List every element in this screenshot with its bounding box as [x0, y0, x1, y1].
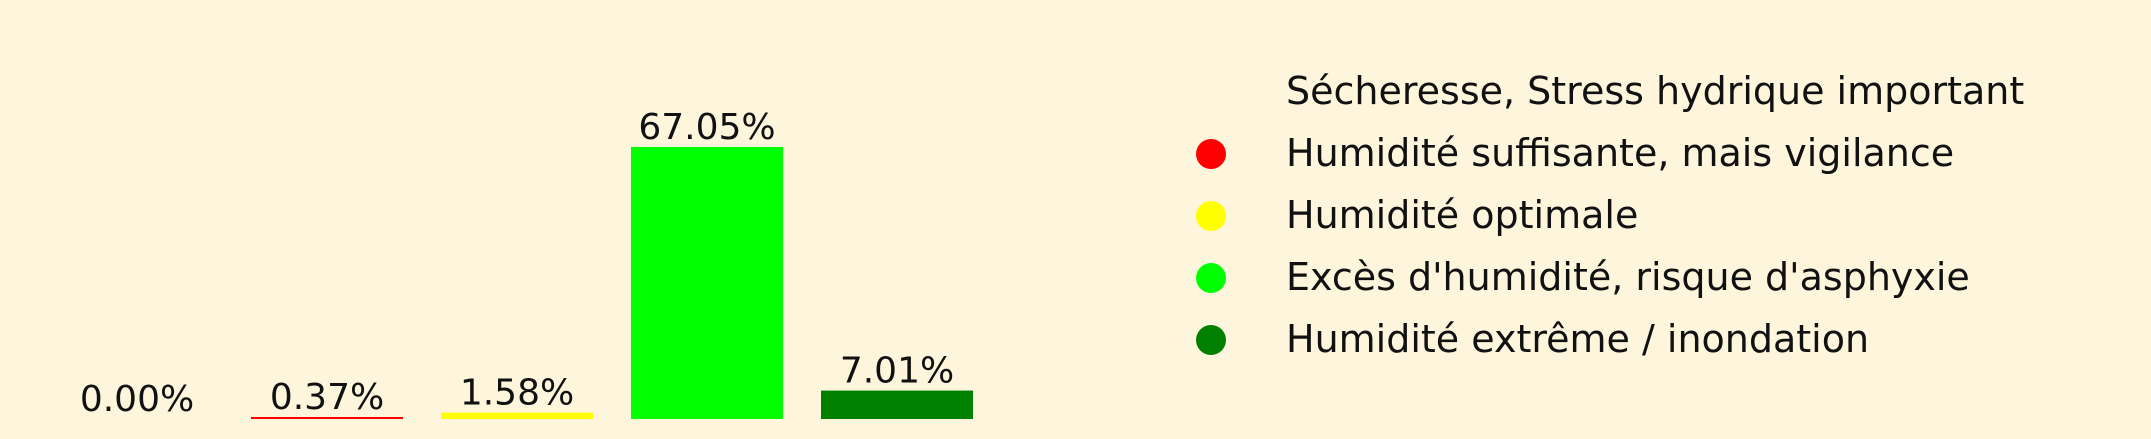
legend-label-1: Sécheresse, Stress hydrique important	[1286, 69, 2024, 113]
bar-value-label-2: 0.37%	[270, 377, 384, 418]
legend-marker-3	[1196, 201, 1226, 231]
legend-marker-1	[1196, 77, 1226, 107]
bar-4	[631, 147, 783, 419]
bar-value-label-1: 0.00%	[80, 379, 194, 420]
bar-3	[441, 412, 593, 419]
legend-marker-2	[1196, 139, 1226, 169]
legend-label-2: Humidité suffisante, mais vigilance	[1286, 131, 1954, 175]
bar-5	[821, 390, 973, 419]
bar-2	[251, 417, 403, 419]
bar-value-label-5: 7.01%	[840, 351, 954, 392]
bar-value-label-3: 1.58%	[460, 373, 574, 414]
legend-marker-4	[1196, 263, 1226, 293]
legend-label-3: Humidité optimale	[1286, 193, 1638, 237]
legend-marker-5	[1196, 325, 1226, 355]
legend-label-4: Excès d'humidité, risque d'asphyxie	[1286, 255, 1970, 299]
bar-value-label-4: 67.05%	[638, 107, 775, 148]
legend-label-5: Humidité extrême / inondation	[1286, 317, 1869, 361]
